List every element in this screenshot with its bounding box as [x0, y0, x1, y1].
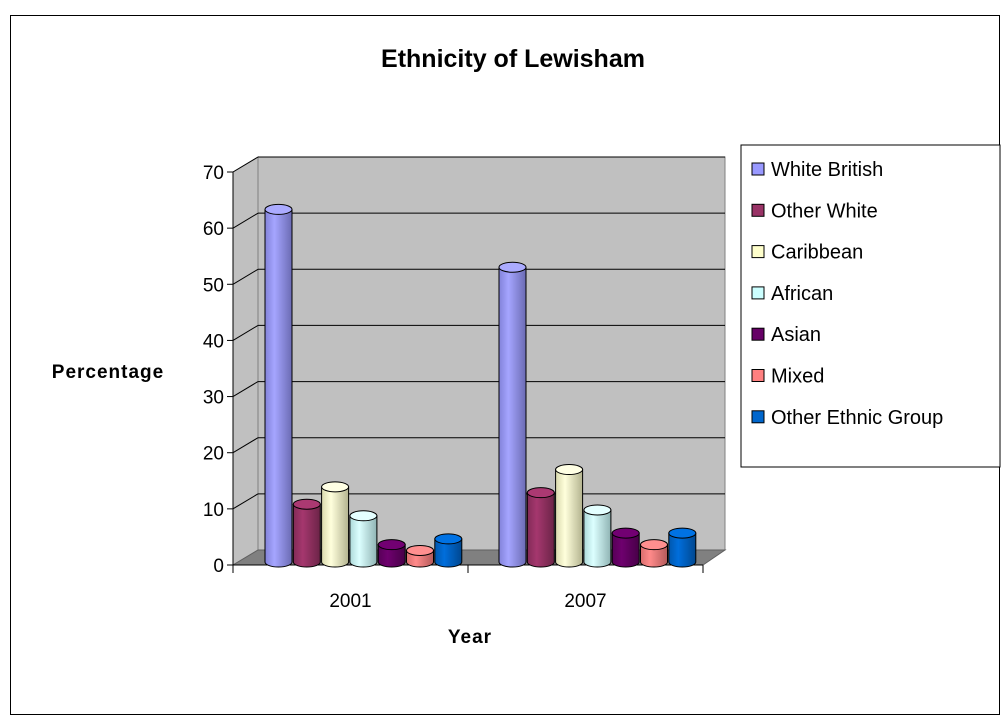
- legend-label: Other White: [771, 200, 878, 222]
- y-axis-title: Percentage: [52, 362, 164, 383]
- bar-body: [434, 538, 463, 568]
- bar-body: [292, 503, 321, 568]
- gridline-side: [232, 381, 259, 398]
- gridlines: [232, 156, 725, 510]
- legend-box: [740, 144, 1001, 468]
- bar: [377, 539, 406, 568]
- side-wall: [232, 156, 259, 566]
- gridline-side: [232, 212, 259, 229]
- bar-top: [555, 464, 584, 476]
- bar-body: [264, 208, 293, 568]
- bar-body: [640, 544, 668, 568]
- y-tick-label: 10: [203, 500, 224, 521]
- bar-body: [349, 515, 378, 568]
- bar: [406, 544, 434, 568]
- legend-label: Other Ethnic Group: [771, 407, 943, 429]
- bar-body: [498, 266, 527, 568]
- bar: [526, 487, 555, 568]
- bar-top: [292, 498, 321, 510]
- legend: White British Other White Caribbean African…: [740, 144, 1001, 468]
- bars: [264, 203, 697, 568]
- legend-swatch: [751, 369, 765, 382]
- chart-title: Ethnicity of Lewisham: [381, 45, 645, 73]
- bar-top: [583, 504, 612, 516]
- x-tick-labels: 2001 2007: [329, 591, 606, 612]
- bar-top: [668, 527, 697, 539]
- y-tick-label: 40: [203, 331, 224, 352]
- legend-swatch: [751, 162, 765, 176]
- bar-top: [526, 487, 555, 499]
- bar-top: [264, 203, 293, 215]
- gridline-side: [232, 156, 259, 173]
- legend-swatch: [751, 327, 765, 341]
- bar-top: [498, 261, 527, 273]
- bar: [349, 510, 378, 568]
- bar: [498, 261, 527, 568]
- bar-top: [611, 527, 640, 539]
- bar: [264, 203, 293, 568]
- y-tick-label: 20: [203, 444, 224, 465]
- legend-swatch: [751, 203, 765, 217]
- bar: [292, 498, 321, 568]
- gridline-side: [232, 493, 259, 510]
- legend-label: African: [771, 283, 833, 305]
- bar-top: [321, 481, 350, 493]
- y-tick-label: 70: [203, 163, 224, 184]
- x-tick-label: 2007: [564, 591, 606, 612]
- bar-top: [349, 510, 378, 522]
- bar-body: [611, 532, 640, 568]
- legend-swatch: [751, 410, 765, 424]
- bar-top: [406, 544, 434, 556]
- bar-body: [583, 509, 612, 568]
- bar-body: [526, 492, 555, 568]
- legend-label: White British: [771, 159, 883, 181]
- legend-swatch: [751, 245, 765, 259]
- y-tick-label: 30: [203, 388, 224, 409]
- bar: [611, 527, 640, 568]
- bar: [555, 464, 584, 568]
- x-axis-title: Year: [448, 627, 492, 648]
- legend-label: Asian: [771, 324, 821, 346]
- bar-body: [377, 544, 406, 568]
- y-tick-label: 0: [213, 556, 224, 577]
- legend-swatch: [751, 286, 765, 300]
- bar: [668, 527, 697, 568]
- bar: [583, 504, 612, 568]
- legend-label: Mixed: [771, 366, 824, 388]
- bar-top: [377, 539, 406, 551]
- bar-top: [640, 539, 668, 551]
- legend-label: Caribbean: [771, 242, 863, 264]
- gridline-side: [232, 324, 259, 341]
- bar: [321, 481, 350, 568]
- bar-body: [321, 486, 350, 568]
- bar: [434, 533, 463, 568]
- y-tick-label: 60: [203, 219, 224, 240]
- bar-body: [555, 469, 584, 568]
- bar: [640, 539, 668, 568]
- y-tick-labels: 0 10 20 30 40 50 60 70: [203, 163, 224, 577]
- gridline-side: [232, 268, 259, 285]
- bar-body: [668, 532, 697, 568]
- y-tick-label: 50: [203, 275, 224, 296]
- x-tick-label: 2001: [329, 591, 371, 612]
- gridline-side: [232, 437, 259, 454]
- bar-top: [434, 533, 463, 545]
